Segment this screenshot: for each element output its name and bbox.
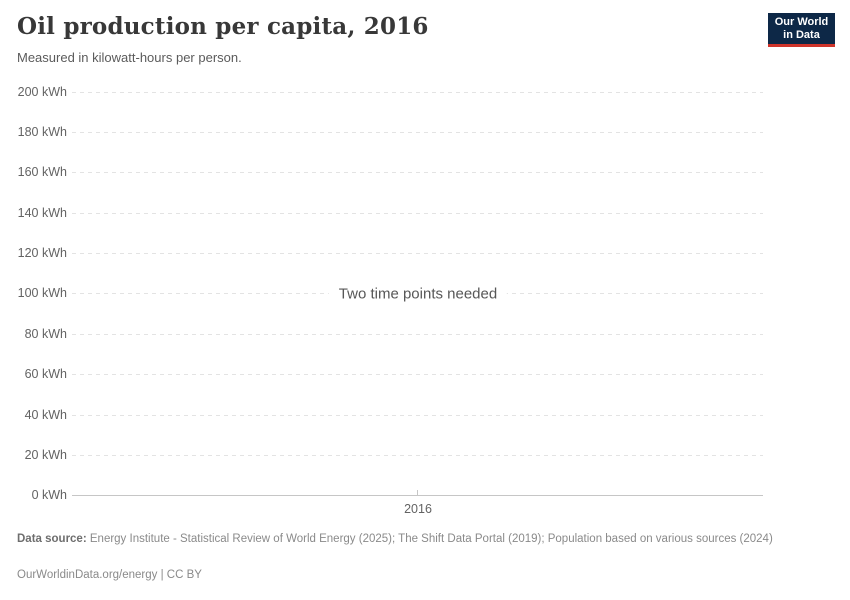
y-tick-label: 20 kWh	[24, 447, 67, 462]
chart-subtitle: Measured in kilowatt-hours per person.	[17, 50, 242, 65]
empty-chart-message: Two time points needed	[328, 283, 508, 305]
gridline	[72, 212, 763, 214]
gridline	[72, 253, 763, 255]
data-source-label: Data source:	[17, 533, 87, 545]
gridline	[72, 333, 763, 335]
y-tick-label: 120 kWh	[17, 246, 67, 261]
y-tick-label: 180 kWh	[17, 124, 67, 139]
owid-logo[interactable]: Our World in Data	[768, 13, 835, 47]
gridline	[72, 91, 763, 93]
y-tick-label: 40 kWh	[24, 407, 67, 422]
owid-logo-line2: in Data	[783, 28, 820, 41]
gridline	[72, 374, 763, 376]
y-tick-label: 160 kWh	[17, 165, 67, 180]
y-tick-label: 200 kWh	[17, 84, 67, 99]
gridline	[72, 414, 763, 416]
data-source-note: Data source: Energy Institute - Statisti…	[17, 532, 817, 546]
owid-logo-line1: Our World	[774, 16, 829, 28]
y-tick-label: 0 kWh	[31, 488, 67, 503]
gridline	[72, 454, 763, 456]
y-tick-label: 100 kWh	[17, 286, 67, 301]
gridline	[72, 131, 763, 133]
y-tick-label: 140 kWh	[17, 205, 67, 220]
page-title: Oil production per capita, 2016	[17, 13, 429, 40]
data-source-text: Energy Institute - Statistical Review of…	[89, 533, 773, 545]
license-note: OurWorldinData.org/energy | CC BY	[17, 569, 202, 581]
y-tick-label: 80 kWh	[24, 326, 67, 341]
x-axis-tick	[417, 490, 418, 496]
gridline	[72, 172, 763, 174]
x-tick-label: 2016	[404, 502, 432, 516]
y-tick-label: 60 kWh	[24, 367, 67, 382]
